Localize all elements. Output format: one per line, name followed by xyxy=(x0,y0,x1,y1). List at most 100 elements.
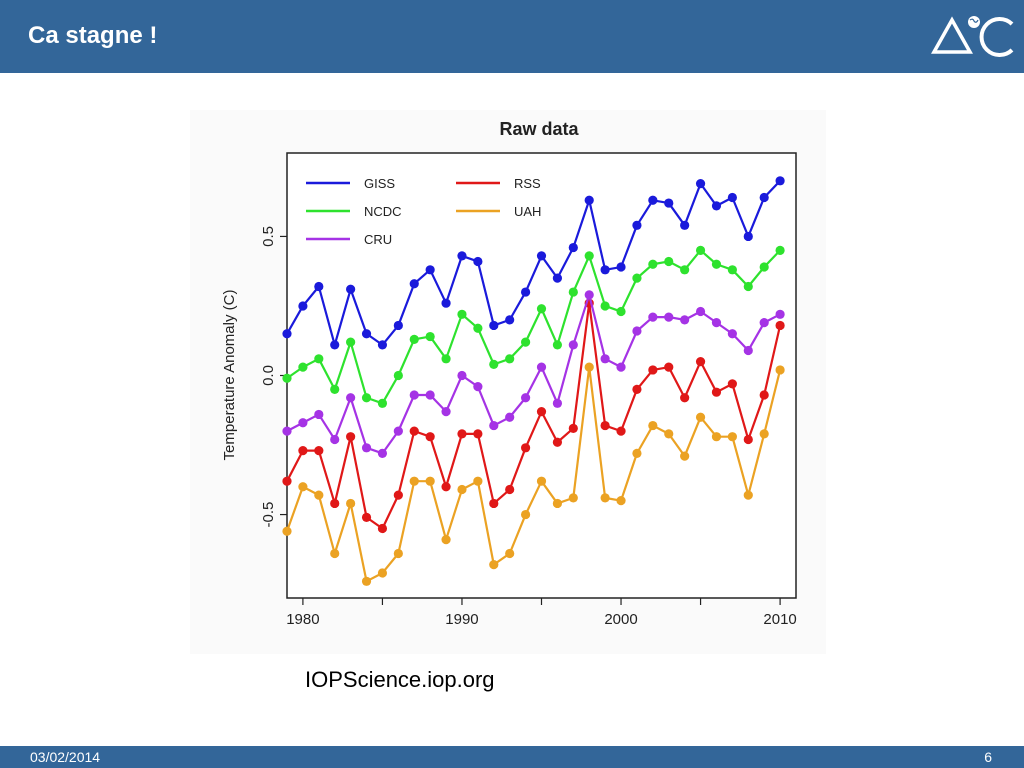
logo xyxy=(931,16,1014,57)
data-point-rss xyxy=(505,484,515,495)
data-point-ncdc xyxy=(680,265,690,275)
chart-container: Raw data Temperature Anomaly (C) 1980 199… xyxy=(190,110,826,654)
data-point-rss xyxy=(441,482,451,492)
data-point-uah xyxy=(648,420,658,431)
globe-icon xyxy=(968,16,980,28)
data-point-uah xyxy=(330,548,340,559)
data-point-giss xyxy=(536,251,547,261)
data-point-rss xyxy=(632,384,642,395)
data-point-ncdc xyxy=(743,281,753,292)
data-point-giss xyxy=(346,284,356,294)
y-axis-label: Temperature Anomaly (C) xyxy=(221,290,238,461)
data-point-rss xyxy=(648,365,658,375)
data-point-cru xyxy=(314,409,324,420)
data-point-giss xyxy=(441,298,451,308)
data-point-cru xyxy=(695,306,706,317)
series-cru xyxy=(282,290,785,458)
data-point-uah xyxy=(616,496,626,506)
data-point-cru xyxy=(409,390,419,400)
data-point-cru xyxy=(759,318,769,328)
data-point-rss xyxy=(743,434,753,445)
data-point-cru xyxy=(616,362,626,372)
data-point-rss xyxy=(425,432,435,442)
data-point-ncdc xyxy=(600,301,610,311)
data-point-uah xyxy=(680,451,690,461)
x-tick-label: 2010 xyxy=(763,611,796,628)
y-tick-label: -0.5 xyxy=(260,502,277,528)
data-point-cru xyxy=(775,309,785,319)
data-point-rss xyxy=(489,498,499,509)
data-point-giss xyxy=(393,320,403,331)
data-point-cru xyxy=(441,407,451,417)
data-point-uah xyxy=(377,568,388,578)
data-point-giss xyxy=(377,340,388,350)
y-axis: -0.5 0.0 0.5 xyxy=(260,226,287,527)
data-point-giss xyxy=(632,220,642,230)
data-point-uah xyxy=(409,476,419,486)
y-tick-label: 0.0 xyxy=(260,365,277,386)
x-tick-label: 1990 xyxy=(445,611,478,628)
data-point-giss xyxy=(552,273,563,283)
series-layer xyxy=(282,176,785,586)
data-point-ncdc xyxy=(552,340,563,350)
data-point-rss xyxy=(393,490,403,500)
data-point-ncdc xyxy=(409,334,419,344)
legend-label-giss: GISS xyxy=(364,176,395,191)
data-point-rss xyxy=(536,407,547,417)
series-ncdc xyxy=(282,245,785,408)
data-point-giss xyxy=(473,256,483,267)
data-point-uah xyxy=(505,548,515,559)
data-point-cru xyxy=(632,326,642,336)
data-point-rss xyxy=(520,443,531,453)
data-point-giss xyxy=(425,265,435,275)
data-point-rss xyxy=(664,362,674,372)
data-point-uah xyxy=(695,412,706,422)
c-logo-mark xyxy=(979,17,1014,57)
data-point-giss xyxy=(409,279,419,289)
data-point-ncdc xyxy=(727,265,737,275)
data-point-uah xyxy=(632,448,642,458)
data-point-ncdc xyxy=(489,359,499,369)
header-bar: Ca stagne ! xyxy=(0,0,1024,73)
data-point-cru xyxy=(520,393,531,403)
data-point-uah xyxy=(425,476,435,486)
data-point-rss xyxy=(759,390,769,400)
series-giss xyxy=(282,176,785,350)
data-point-cru xyxy=(711,318,722,328)
legend-label-ncdc: NCDC xyxy=(364,204,402,219)
temperature-anomaly-chart: Raw data Temperature Anomaly (C) 1980 199… xyxy=(221,119,797,628)
data-point-rss xyxy=(346,432,356,442)
data-point-ncdc xyxy=(775,245,785,255)
data-point-uah xyxy=(600,493,610,503)
data-point-uah xyxy=(536,476,547,486)
data-point-ncdc xyxy=(393,370,403,381)
data-point-uah xyxy=(473,476,483,486)
data-point-rss xyxy=(409,426,419,436)
x-axis: 1980 1990 2000 2010 xyxy=(286,598,797,628)
data-point-rss xyxy=(616,426,626,436)
data-point-giss xyxy=(759,192,769,203)
data-point-giss xyxy=(648,195,658,205)
data-point-giss xyxy=(505,315,515,325)
data-point-uah xyxy=(457,484,467,495)
data-point-cru xyxy=(568,340,578,350)
data-point-ncdc xyxy=(361,393,372,403)
data-point-rss xyxy=(711,387,722,397)
data-point-uah xyxy=(489,560,499,570)
data-point-giss xyxy=(298,301,308,311)
data-point-cru xyxy=(600,354,610,364)
data-point-uah xyxy=(361,576,372,586)
data-point-giss xyxy=(457,251,467,261)
data-point-cru xyxy=(536,362,547,372)
x-tick-label: 2000 xyxy=(604,611,637,628)
data-point-ncdc xyxy=(632,273,642,283)
data-point-giss xyxy=(361,329,372,339)
data-point-rss xyxy=(330,498,340,509)
data-point-ncdc xyxy=(759,262,769,272)
data-point-cru xyxy=(743,345,753,356)
data-point-rss xyxy=(727,379,737,389)
slide-title: Ca stagne ! xyxy=(28,22,158,49)
data-point-cru xyxy=(584,290,594,300)
chart-title: Raw data xyxy=(499,119,579,139)
data-point-giss xyxy=(282,329,292,339)
